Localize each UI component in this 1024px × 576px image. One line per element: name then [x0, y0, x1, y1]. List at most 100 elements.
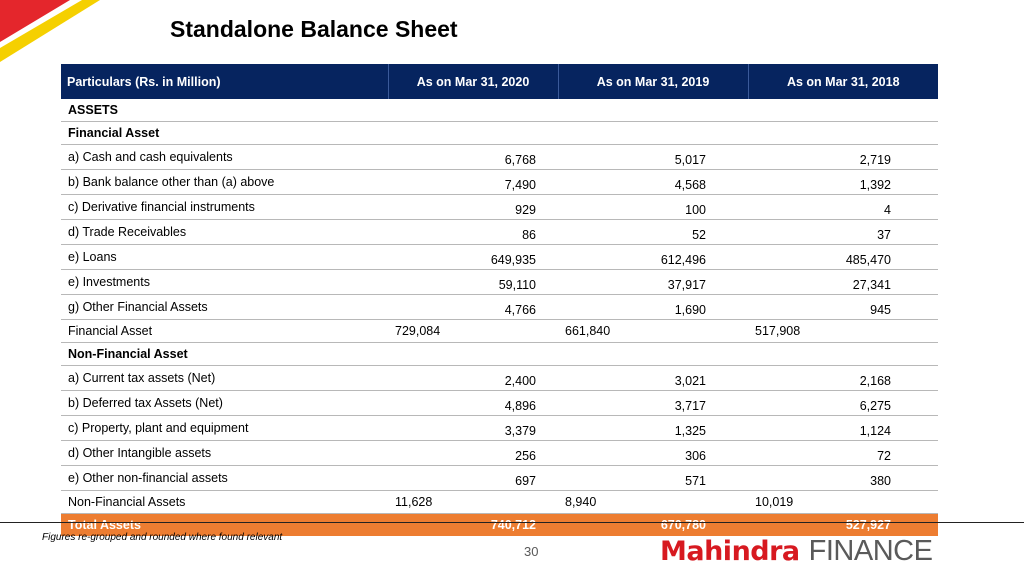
row-label: ASSETS — [61, 99, 388, 122]
footnote: Figures re-grouped and rounded where fou… — [42, 532, 283, 543]
corner-decoration — [0, 0, 100, 62]
row-value-2018: 6,275 — [748, 390, 938, 416]
row-value-2020: 4,896 — [388, 390, 558, 416]
row-value-2020: 2,400 — [388, 365, 558, 391]
row-value-2020 — [388, 121, 558, 145]
table-row-heading: Financial Asset — [61, 121, 938, 145]
row-value-2018: 27,341 — [748, 269, 938, 295]
balance-sheet-table: Particulars (Rs. in Million) As on Mar 3… — [61, 64, 938, 536]
row-label: Financial Asset — [61, 319, 388, 343]
row-value-2018: 1,124 — [748, 415, 938, 441]
mahindra-finance-logo: Mahindra FINANCE — [660, 535, 933, 571]
row-label: e) Loans — [61, 244, 388, 270]
logo-finance-text: FINANCE — [808, 535, 933, 567]
corner-stripe-yellow — [0, 0, 100, 62]
row-value-2018: 380 — [748, 465, 938, 491]
row-label: c) Derivative financial instruments — [61, 194, 388, 220]
header-particulars: Particulars (Rs. in Million) — [61, 64, 389, 99]
corner-stripe-red — [0, 0, 70, 42]
page-title: Standalone Balance Sheet — [170, 16, 458, 42]
row-value-2018: 10,019 — [748, 490, 938, 514]
table-row-item: d) Other Intangible assets 256 306 72 — [61, 440, 938, 466]
row-label: a) Cash and cash equivalents — [61, 144, 388, 170]
row-label: c) Property, plant and equipment — [61, 415, 388, 441]
row-label: e) Other non-financial assets — [61, 465, 388, 491]
row-value-2020: 740,712 — [388, 513, 558, 536]
row-value-2020: 7,490 — [388, 169, 558, 195]
table-row-subtotal: Non-Financial Assets 11,628 8,940 10,019 — [61, 490, 938, 514]
row-value-2020: 11,628 — [388, 490, 558, 514]
row-value-2020: 697 — [388, 465, 558, 491]
row-value-2020: 6,768 — [388, 144, 558, 170]
header-mar-2020: As on Mar 31, 2020 — [388, 64, 559, 99]
row-label: b) Deferred tax Assets (Net) — [61, 390, 388, 416]
row-value-2020: 729,084 — [388, 319, 558, 343]
row-value-2019: 4,568 — [558, 169, 748, 195]
row-value-2020: 649,935 — [388, 244, 558, 270]
row-value-2019: 3,021 — [558, 365, 748, 391]
row-value-2018: 72 — [748, 440, 938, 466]
row-label: g) Other Financial Assets — [61, 294, 388, 320]
row-value-2019: 612,496 — [558, 244, 748, 270]
table-row-total: Total Assets 740,712 670,780 527,927 — [61, 513, 938, 536]
row-value-2018: 1,392 — [748, 169, 938, 195]
row-label: d) Trade Receivables — [61, 219, 388, 245]
row-label: Financial Asset — [61, 121, 388, 145]
row-value-2020 — [388, 99, 558, 122]
logo-mahindra-text: Mahindra — [660, 536, 800, 567]
row-value-2019: 37,917 — [558, 269, 748, 295]
row-value-2018 — [748, 99, 938, 122]
table-row-item: e) Other non-financial assets 697 571 380 — [61, 465, 938, 491]
row-value-2019: 52 — [558, 219, 748, 245]
row-value-2018 — [748, 342, 938, 366]
table-row-item: a) Cash and cash equivalents 6,768 5,017 2,… — [61, 144, 938, 170]
row-label: e) Investments — [61, 269, 388, 295]
row-value-2019: 661,840 — [558, 319, 748, 343]
page-number: 30 — [524, 544, 539, 559]
table-header-row: Particulars (Rs. in Million) As on Mar 3… — [61, 64, 938, 99]
row-value-2019: 306 — [558, 440, 748, 466]
row-value-2018: 945 — [748, 294, 938, 320]
table-row-item: b) Bank balance other than (a) above 7,49… — [61, 169, 938, 195]
row-value-2020: 3,379 — [388, 415, 558, 441]
row-value-2020: 4,766 — [388, 294, 558, 320]
row-value-2018 — [748, 121, 938, 145]
row-value-2020: 59,110 — [388, 269, 558, 295]
row-value-2020 — [388, 342, 558, 366]
row-value-2019: 1,325 — [558, 415, 748, 441]
row-value-2019: 100 — [558, 194, 748, 220]
row-value-2019 — [558, 342, 748, 366]
row-value-2020: 86 — [388, 219, 558, 245]
table-row-item: a) Current tax assets (Net) 2,400 3,021 2,1… — [61, 365, 938, 391]
row-label: Total Assets — [61, 513, 388, 536]
row-label: a) Current tax assets (Net) — [61, 365, 388, 391]
row-value-2019: 670,780 — [558, 513, 748, 536]
row-value-2018: 2,719 — [748, 144, 938, 170]
table-row-item: c) Derivative financial instruments 929 10… — [61, 194, 938, 220]
row-label: d) Other Intangible assets — [61, 440, 388, 466]
row-label: Non-Financial Assets — [61, 490, 388, 514]
header-mar-2019: As on Mar 31, 2019 — [558, 64, 749, 99]
row-label: b) Bank balance other than (a) above — [61, 169, 388, 195]
table-row-heading: ASSETS — [61, 99, 938, 122]
row-value-2018: 4 — [748, 194, 938, 220]
table-row-item: d) Trade Receivables 86 52 37 — [61, 219, 938, 245]
row-value-2018: 517,908 — [748, 319, 938, 343]
row-value-2018: 2,168 — [748, 365, 938, 391]
row-value-2020: 256 — [388, 440, 558, 466]
table-row-subtotal: Financial Asset 729,084 661,840 517,908 — [61, 319, 938, 343]
table-row-item: c) Property, plant and equipment 3,379 1,3… — [61, 415, 938, 441]
row-value-2018: 527,927 — [748, 513, 938, 536]
header-mar-2018: As on Mar 31, 2018 — [748, 64, 938, 99]
row-value-2019: 3,717 — [558, 390, 748, 416]
table-row-item: b) Deferred tax Assets (Net) 4,896 3,717 6,… — [61, 390, 938, 416]
row-value-2019 — [558, 121, 748, 145]
table-row-item: g) Other Financial Assets 4,766 1,690 945 — [61, 294, 938, 320]
row-value-2019 — [558, 99, 748, 122]
row-value-2018: 485,470 — [748, 244, 938, 270]
row-value-2019: 1,690 — [558, 294, 748, 320]
row-value-2018: 37 — [748, 219, 938, 245]
footer-divider — [0, 522, 1024, 523]
table-row-item: e) Loans 649,935 612,496 485,470 — [61, 244, 938, 270]
row-value-2019: 571 — [558, 465, 748, 491]
